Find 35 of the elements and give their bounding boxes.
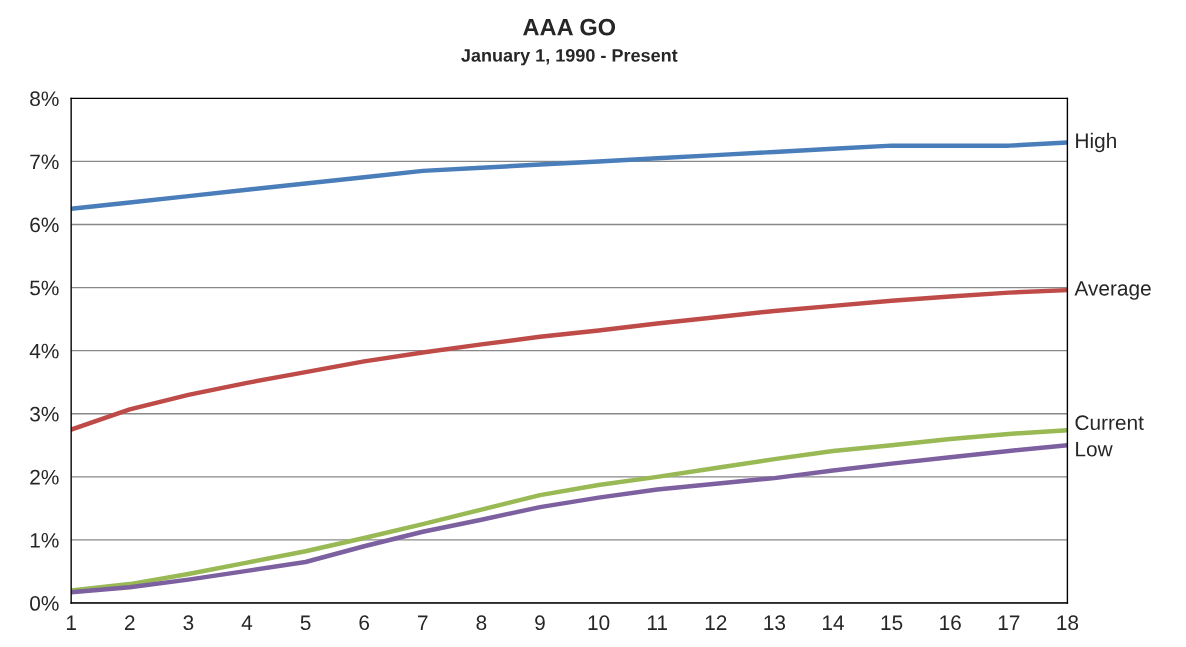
line-series [71,140,1068,211]
y-tick-label: 4% [29,343,59,359]
x-tick-label: 10 [588,615,610,631]
x-tick-label: 17 [998,615,1020,630]
y-tick-label: 6% [30,217,59,233]
x-tick-label: 7 [418,615,428,630]
series-label: High [1076,132,1116,153]
chart-subtitle: January 1, 1990 - Present [461,49,678,66]
x-tick-label: 16 [940,615,961,631]
x-tick-label: 8 [476,615,487,631]
series-label: Current [1075,415,1144,431]
x-tick-label: 14 [822,615,844,630]
x-tick-label: 3 [183,615,194,631]
y-tick-label: 3% [30,406,59,422]
x-tick-label: 13 [764,615,786,631]
series-label: Low [1076,442,1113,457]
x-tick-label: 12 [705,615,727,630]
y-tick-label: 1% [30,533,59,548]
x-tick-label: 6 [359,615,370,631]
y-tick-label: 5% [30,280,59,296]
y-tick-label: 7% [30,154,59,170]
series-label: Average [1074,281,1151,300]
x-tick-label: 9 [535,615,545,631]
x-tick-label: 1 [66,615,76,630]
x-tick-label: 5 [300,615,311,631]
y-tick-label: 8% [30,91,59,107]
x-tick-label: 2 [125,615,135,630]
line-series [71,287,1068,432]
x-tick-label: 18 [1057,615,1079,631]
x-tick-label: 4 [241,615,253,630]
x-tick-label: 15 [881,615,903,631]
chart-title: AAA GO [523,18,616,36]
y-tick-label: 0% [30,596,59,611]
x-tick-label: 11 [647,615,667,630]
y-tick-label: 2% [30,469,59,485]
